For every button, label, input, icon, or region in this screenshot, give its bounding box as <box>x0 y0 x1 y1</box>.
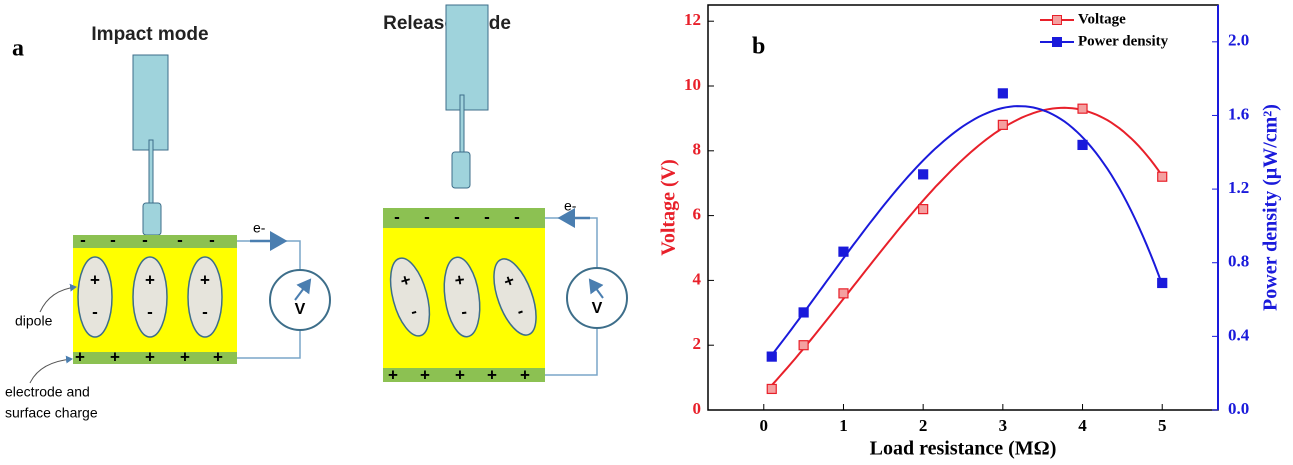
impact-title: Impact mode <box>91 24 208 45</box>
charge-sign: - <box>454 207 460 226</box>
rod <box>149 140 153 205</box>
y-tick-label: 8 <box>693 140 702 159</box>
pointer <box>40 287 76 312</box>
holder <box>446 5 488 110</box>
y2-tick-label: 1.6 <box>1228 104 1249 123</box>
marker <box>1158 278 1167 287</box>
pointer <box>30 359 72 383</box>
electrode-label: electrode and <box>5 384 90 400</box>
charge-sign: - <box>110 230 116 249</box>
y-tick-label: 12 <box>684 10 701 29</box>
charge-sign: + <box>420 365 430 384</box>
meter-label: V <box>295 301 306 318</box>
charge-sign: - <box>424 207 430 226</box>
y-tick-label: 4 <box>693 269 702 288</box>
plot-frame <box>708 5 1218 410</box>
legend-marker <box>1053 16 1062 25</box>
marker <box>998 89 1007 98</box>
voltmeter <box>270 270 330 330</box>
charge-sign: + <box>180 347 190 366</box>
y2-tick-label: 0.0 <box>1228 399 1249 418</box>
marker <box>919 205 928 214</box>
panel-label: a <box>12 36 24 62</box>
charge-sign: + <box>388 365 398 384</box>
charge-sign: - <box>209 230 215 249</box>
charge-sign: - <box>177 230 183 249</box>
charge-sign: + <box>213 347 223 366</box>
y-tick-label: 0 <box>693 399 702 418</box>
charge-sign: + <box>110 347 120 366</box>
electrode-label: surface charge <box>5 405 98 421</box>
x-axis-label: Load resistance (MΩ) <box>870 438 1057 460</box>
fit-curve <box>772 106 1162 355</box>
holder <box>133 55 168 150</box>
x-tick-label: 5 <box>1158 416 1167 435</box>
charge-sign: + <box>200 270 210 289</box>
y-axis-label: Voltage (V) <box>658 159 680 255</box>
charge-sign: - <box>484 207 490 226</box>
marker <box>919 170 928 179</box>
charge-sign: - <box>142 230 148 249</box>
x-tick-label: 1 <box>839 416 848 435</box>
x-tick-label: 3 <box>999 416 1008 435</box>
dipole-label: dipole <box>15 313 53 329</box>
x-tick-label: 0 <box>760 416 769 435</box>
figure: a Impact mode Release mode e- V e- V dip… <box>0 0 1293 465</box>
dipole-shape <box>188 257 222 337</box>
y-tick-label: 6 <box>693 205 702 224</box>
meter-label: V <box>592 300 603 317</box>
charge-sign: + <box>455 365 465 384</box>
charge-sign: + <box>520 365 530 384</box>
charge-sign: - <box>147 302 153 321</box>
diagram: a Impact mode Release mode e- V e- V dip… <box>5 5 627 421</box>
voltmeter <box>567 268 627 328</box>
marker <box>799 308 808 317</box>
marker <box>839 247 848 256</box>
x-tick-label: 4 <box>1078 416 1087 435</box>
y2-axis-label: Power density (μW/cm²) <box>1260 104 1282 311</box>
marker <box>998 120 1007 129</box>
marker <box>839 289 848 298</box>
dipole: +- <box>78 257 112 337</box>
x-tick-label: 2 <box>919 416 928 435</box>
y-tick-label: 2 <box>693 334 702 353</box>
y2-tick-label: 1.2 <box>1228 178 1249 197</box>
marker <box>1078 104 1087 113</box>
electron-label: e- <box>253 220 266 236</box>
charge-sign: + <box>145 270 155 289</box>
marker <box>767 384 776 393</box>
dipole-shape <box>133 257 167 337</box>
legend-label: Voltage <box>1078 11 1126 27</box>
dipole: +- <box>133 257 167 337</box>
charge-sign: - <box>202 302 208 321</box>
marker <box>1078 140 1087 149</box>
charge-sign: + <box>487 365 497 384</box>
charge-sign: - <box>80 230 86 249</box>
electrode <box>383 208 545 228</box>
charge-sign: - <box>514 207 520 226</box>
y2-tick-label: 0.8 <box>1228 252 1249 271</box>
fit-curve <box>772 108 1162 385</box>
electron-label: e- <box>564 198 577 214</box>
panel-label: b <box>752 34 765 60</box>
legend-label: Power density <box>1078 33 1169 49</box>
y2-tick-label: 0.4 <box>1228 325 1250 344</box>
charge-sign: - <box>394 207 400 226</box>
marker <box>767 352 776 361</box>
dipole-shape <box>78 257 112 337</box>
rod <box>460 95 464 155</box>
legend-marker <box>1053 38 1062 47</box>
dipole: +- <box>188 257 222 337</box>
charge-sign: + <box>75 347 85 366</box>
tip <box>452 152 470 188</box>
y2-tick-label: 2.0 <box>1228 31 1249 50</box>
charge-sign: + <box>145 347 155 366</box>
charge-sign: + <box>90 270 100 289</box>
y-tick-label: 10 <box>684 75 701 94</box>
marker <box>1158 172 1167 181</box>
marker <box>799 341 808 350</box>
charge-sign: - <box>92 302 98 321</box>
